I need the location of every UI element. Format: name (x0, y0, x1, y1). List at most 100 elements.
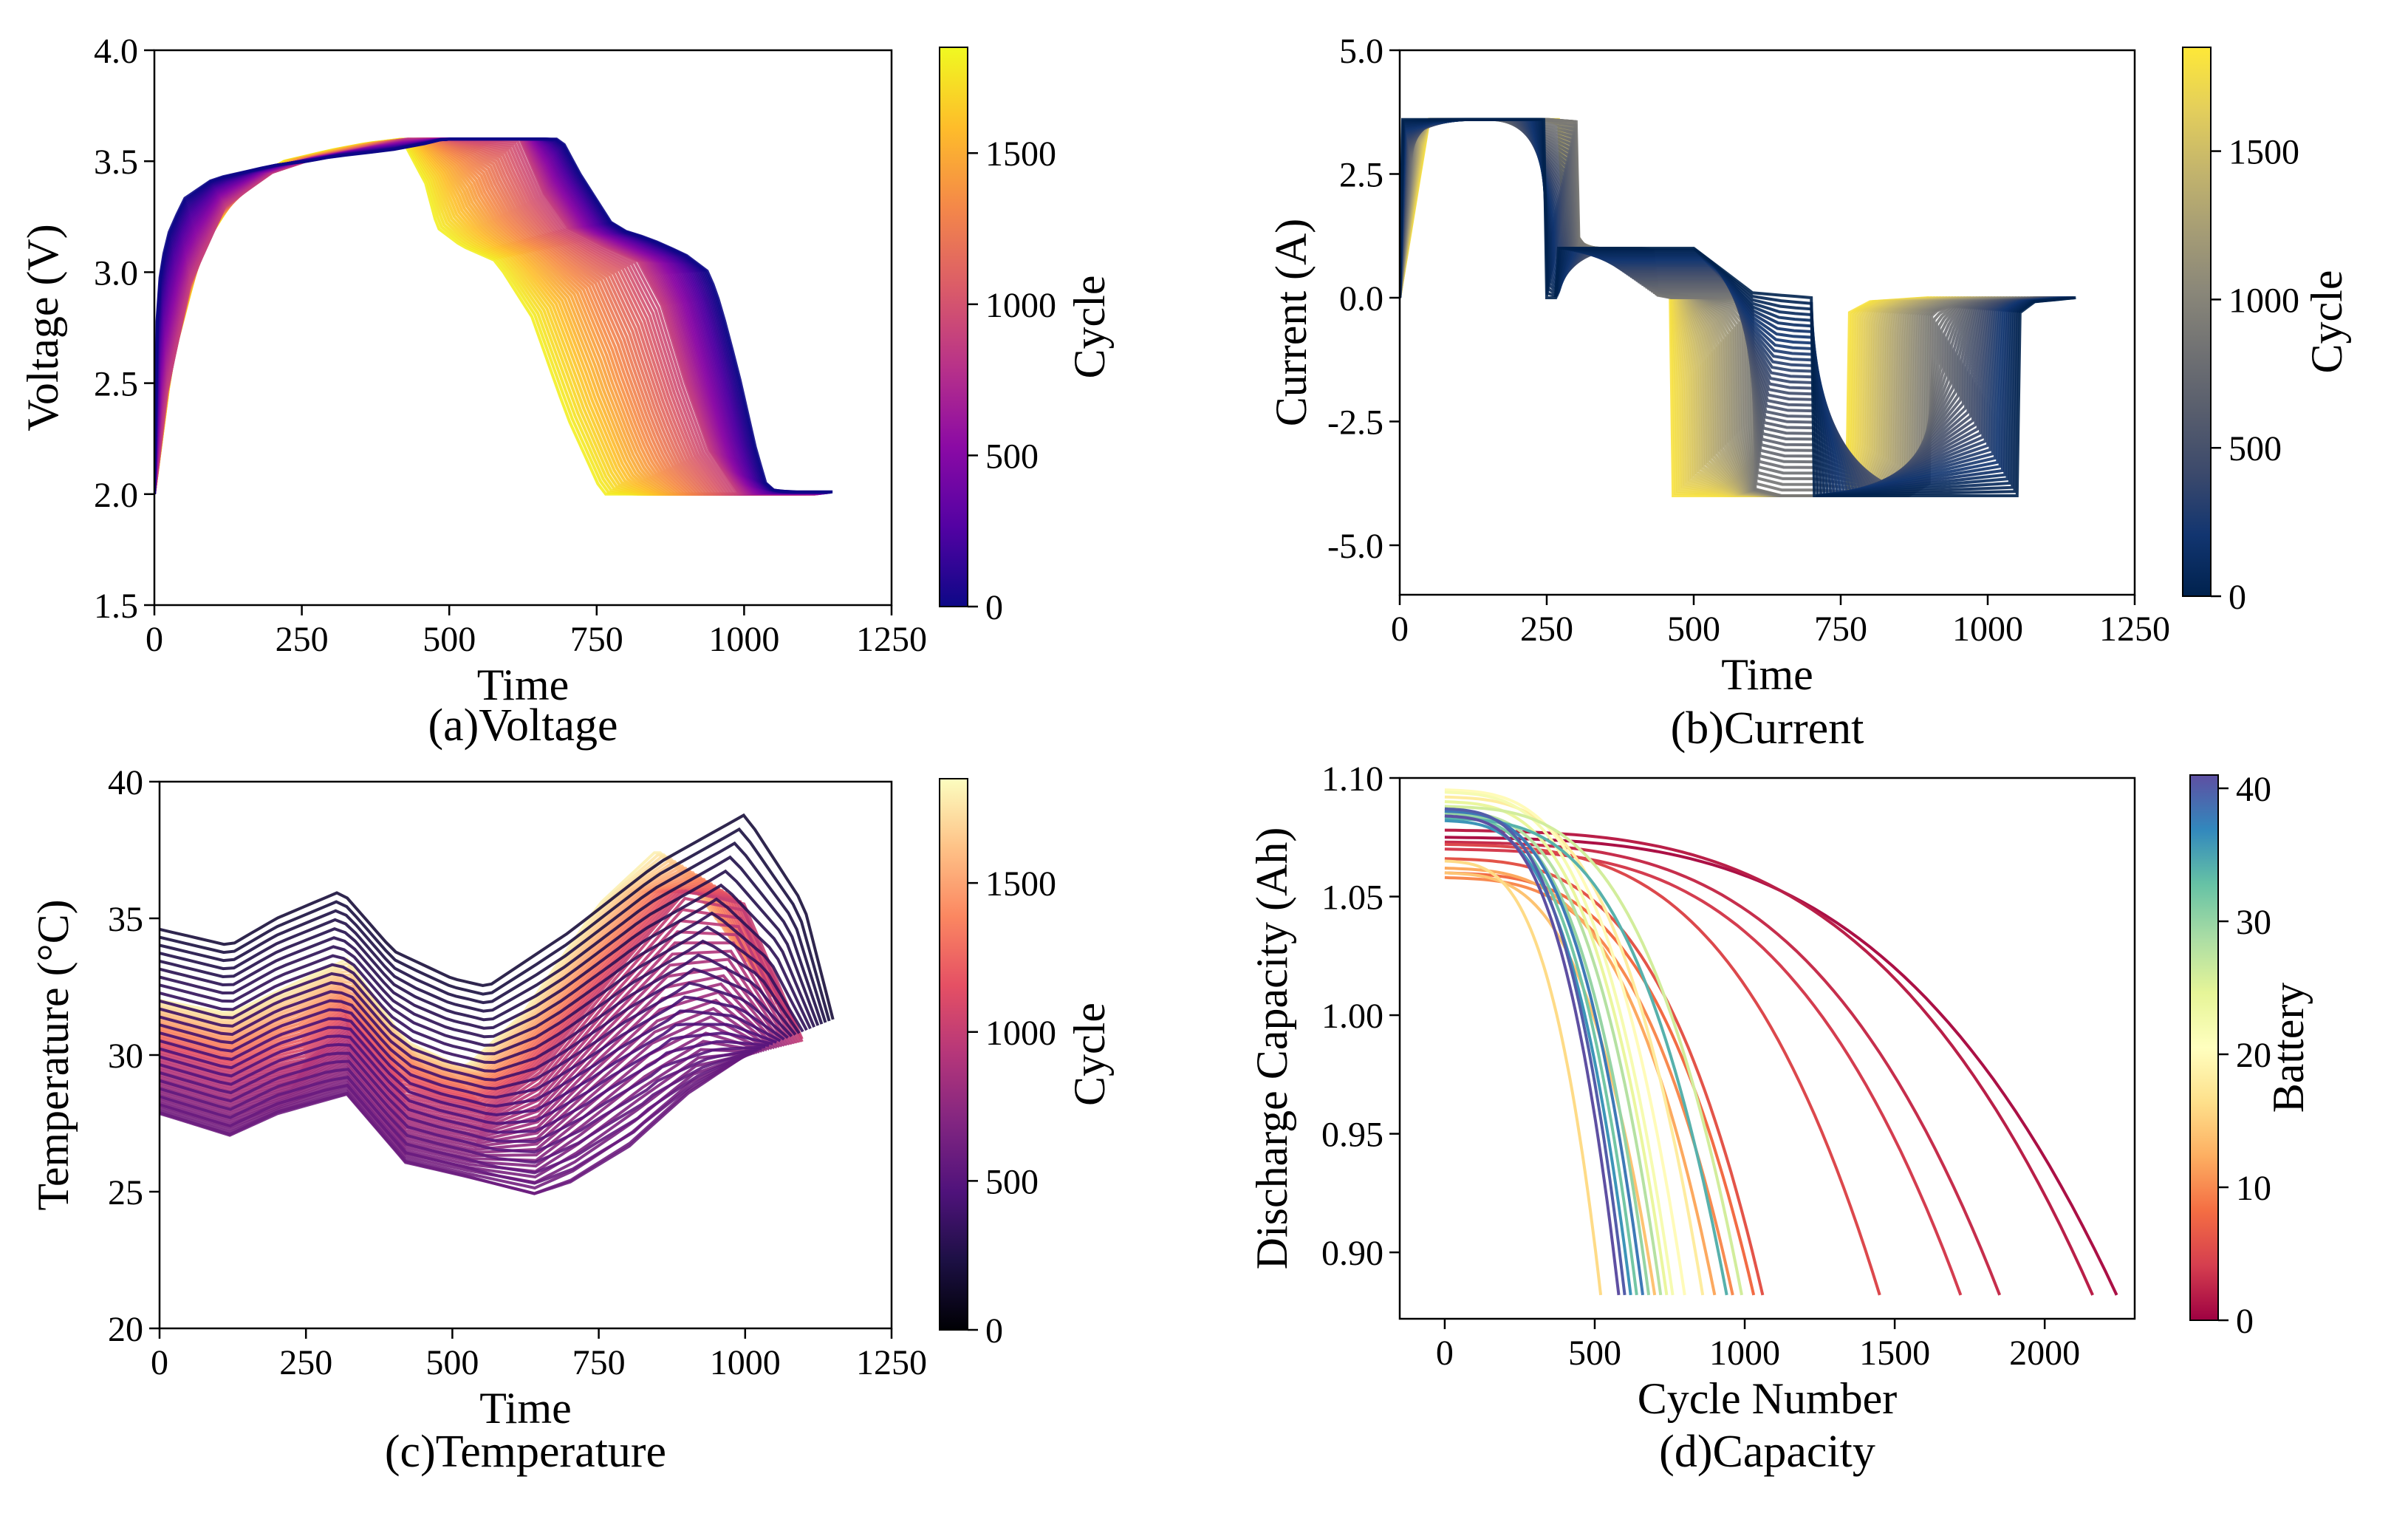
temperature-series-line (160, 883, 816, 1030)
temperature-x-tick-label: 1250 (856, 1343, 927, 1382)
temperature-series-line (160, 1051, 751, 1185)
temperature-series-line (160, 1045, 766, 1144)
temperature-series-line (160, 869, 820, 1026)
voltage-y-tick-label: 4.0 (94, 32, 138, 71)
temperature-y-tick-label: 25 (108, 1173, 143, 1212)
voltage-y-tick-label: 2.0 (94, 476, 138, 515)
capacity-colorbar-tick-label: 20 (2236, 1036, 2271, 1075)
capacity-y-tick-label: 1.10 (1321, 760, 1383, 799)
temperature-plot-area (160, 813, 835, 1195)
voltage-y-axis-label: Voltage (V) (18, 224, 67, 431)
temperature-colorbar-tick-label: 1000 (985, 1014, 1056, 1053)
current-x-tick-label: 1000 (1952, 610, 2023, 649)
capacity-caption: (d)Capacity (1659, 1427, 1875, 1477)
temperature-series-line (160, 1048, 759, 1164)
temperature-x-tick-label: 250 (279, 1343, 332, 1382)
temperature-y-tick-label: 40 (108, 763, 143, 802)
temperature-series-line (160, 974, 784, 1137)
capacity-colorbar-tick-label: 40 (2236, 770, 2271, 809)
voltage-colorbar-tick-label: 1000 (985, 286, 1056, 325)
temperature-series-line (160, 911, 808, 1047)
capacity-series-line (1444, 805, 1743, 1296)
temperature-caption: (c)Temperature (385, 1427, 666, 1477)
temperature-series-line (160, 953, 797, 1073)
voltage-colorbar-tick-label: 1500 (985, 134, 1056, 174)
temperature-colorbar-label: Cycle (1065, 1003, 1114, 1106)
capacity-series-line (1444, 840, 2002, 1296)
temperature-series-line (160, 868, 728, 1076)
voltage-colorbar (939, 47, 968, 607)
temperature-series-line (160, 1023, 778, 1117)
current-colorbar-label: Cycle (2302, 270, 2351, 374)
temperature-series-line (160, 827, 831, 1022)
capacity-y-tick-label: 0.90 (1321, 1234, 1383, 1273)
capacity-series-line (1444, 814, 1621, 1296)
current-y-tick-label: -2.5 (1327, 403, 1383, 443)
current-series-line (1400, 117, 2076, 497)
temperature-series-line (160, 841, 827, 1023)
temperature-colorbar-tick-label: 500 (985, 1162, 1039, 1201)
current-y-tick-label: 2.5 (1339, 156, 1383, 195)
capacity-panel: 0 500 1000 1500 2000 0.90 0.95 1.00 1.05 1.10 Cycl… (1248, 760, 2313, 1477)
voltage-series-line (154, 137, 833, 494)
temperature-series-line (160, 1053, 748, 1195)
voltage-x-tick-label: 250 (276, 620, 329, 659)
capacity-x-axis-label: Cycle Number (1638, 1374, 1898, 1423)
current-x-tick-label: 750 (1814, 610, 1867, 649)
temperature-series-line (160, 896, 804, 1113)
current-y-axis-label: Current (A) (1267, 219, 1316, 427)
current-colorbar-tick-label: 1000 (2229, 281, 2299, 320)
voltage-x-axis-label: Time (477, 660, 569, 709)
temperature-series-line (160, 1050, 755, 1175)
capacity-series-line (1444, 788, 1686, 1296)
voltage-colorbar-tick-label: 0 (985, 588, 1003, 627)
voltage-x-tick-label: 1000 (708, 620, 779, 659)
capacity-colorbar (2189, 774, 2219, 1321)
capacity-colorbar-label: Battery (2264, 983, 2313, 1113)
capacity-x-tick-label: 2000 (2009, 1334, 2080, 1373)
temperature-series-line (160, 995, 785, 1099)
capacity-series-line (1444, 828, 2094, 1296)
temperature-series-line (160, 925, 804, 1056)
voltage-colorbar-tick-label: 500 (985, 437, 1039, 476)
current-y-tick-label: 0.0 (1339, 279, 1383, 318)
capacity-series-line (1444, 812, 1651, 1296)
current-x-tick-label: 500 (1667, 610, 1720, 649)
voltage-y-tick-label: 3.0 (94, 253, 138, 293)
capacity-series-line (1444, 847, 1963, 1296)
capacity-series-line (1444, 816, 1728, 1296)
capacity-series-line (1444, 791, 1675, 1296)
temperature-series-line (160, 897, 812, 1039)
temperature-series-line (160, 939, 801, 1065)
capacity-series-line (1444, 795, 1705, 1296)
temperature-x-tick-label: 0 (151, 1343, 168, 1382)
voltage-x-tick-label: 500 (423, 620, 476, 659)
current-y-tick-label: -5.0 (1327, 527, 1383, 566)
temperature-series-line (160, 981, 789, 1090)
current-panel: 0 250 500 750 1000 1250 -5.0 -2.5 0.0 2.5 5.0 Time C… (1267, 32, 2351, 754)
capacity-x-tick-label: 500 (1568, 1334, 1621, 1373)
capacity-y-tick-label: 1.05 (1321, 878, 1383, 918)
current-x-tick-label: 1250 (2099, 610, 2170, 649)
current-colorbar-tick-label: 1500 (2229, 133, 2299, 172)
capacity-axes-frame (1398, 776, 2136, 1320)
current-x-tick-label: 0 (1391, 610, 1409, 649)
capacity-y-tick-label: 1.00 (1321, 997, 1383, 1036)
current-y-tick-label: 5.0 (1339, 32, 1383, 71)
voltage-caption: (a)Voltage (428, 700, 618, 751)
voltage-colorbar-label: Cycle (1065, 276, 1114, 379)
temperature-series-line (160, 878, 753, 1088)
temperature-y-tick-label: 20 (108, 1310, 143, 1349)
capacity-x-tick-label: 0 (1436, 1334, 1454, 1373)
temperature-y-axis-label: Temperature (°C) (29, 899, 78, 1210)
capacity-y-axis-label: Discharge Capacity (Ah) (1248, 827, 1296, 1270)
temperature-x-axis-label: Time (479, 1384, 572, 1433)
voltage-y-tick-label: 3.5 (94, 143, 138, 182)
temperature-series-line (160, 1047, 762, 1154)
current-colorbar (2182, 47, 2212, 597)
temperature-x-tick-label: 1000 (710, 1343, 781, 1382)
capacity-series-line (1444, 819, 1632, 1296)
capacity-x-tick-label: 1000 (1709, 1334, 1780, 1373)
voltage-axes-frame (153, 49, 893, 607)
temperature-series-line (160, 941, 793, 1125)
